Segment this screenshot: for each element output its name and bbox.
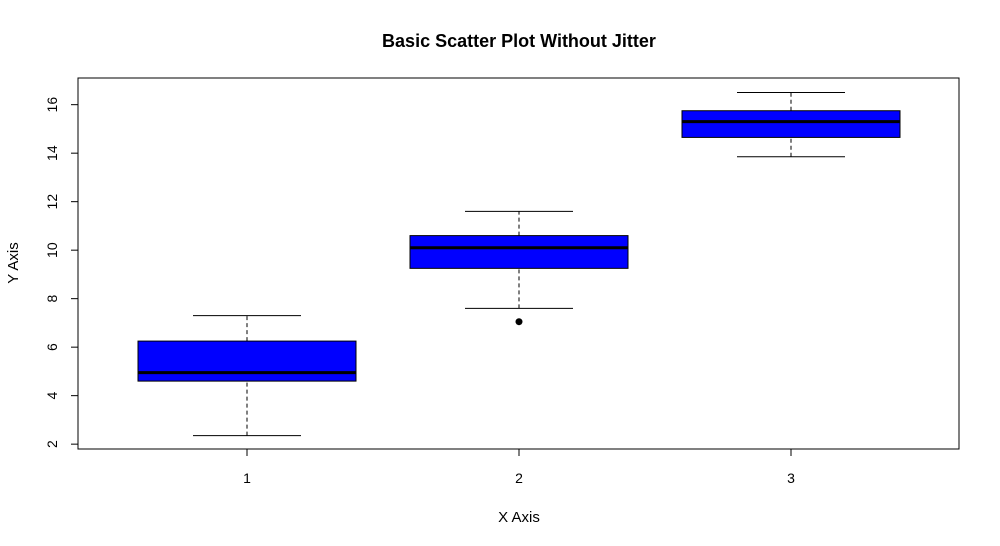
x-tick-label: 1: [243, 470, 251, 486]
y-axis: 2 4 6 8 10 12 14 16: [44, 97, 79, 448]
y-tick-label: 16: [44, 97, 60, 113]
x-tick-label: 3: [787, 470, 795, 486]
box-iqr: [137, 340, 357, 382]
x-axis-label: X Axis: [498, 509, 540, 526]
y-tick-label: 8: [44, 295, 60, 303]
outlier-point: [515, 318, 523, 326]
y-tick-label: 4: [44, 392, 60, 400]
y-tick-label: 14: [44, 145, 60, 161]
box-iqr: [681, 110, 901, 138]
box-iqr: [409, 235, 629, 269]
y-tick-label: 10: [44, 242, 60, 258]
chart-title: Basic Scatter Plot Without Jitter: [382, 31, 656, 51]
y-tick-label: 2: [44, 440, 60, 448]
y-tick-label: 12: [44, 194, 60, 210]
boxes: [137, 92, 901, 437]
y-axis-label: Y Axis: [5, 242, 22, 283]
box-group-1: [137, 315, 357, 437]
y-tick-label: 6: [44, 343, 60, 351]
x-tick-label: 2: [515, 470, 523, 486]
box-group-2: [409, 210, 629, 326]
box-group-3: [681, 92, 901, 158]
x-axis: 1 2 3: [243, 448, 795, 486]
